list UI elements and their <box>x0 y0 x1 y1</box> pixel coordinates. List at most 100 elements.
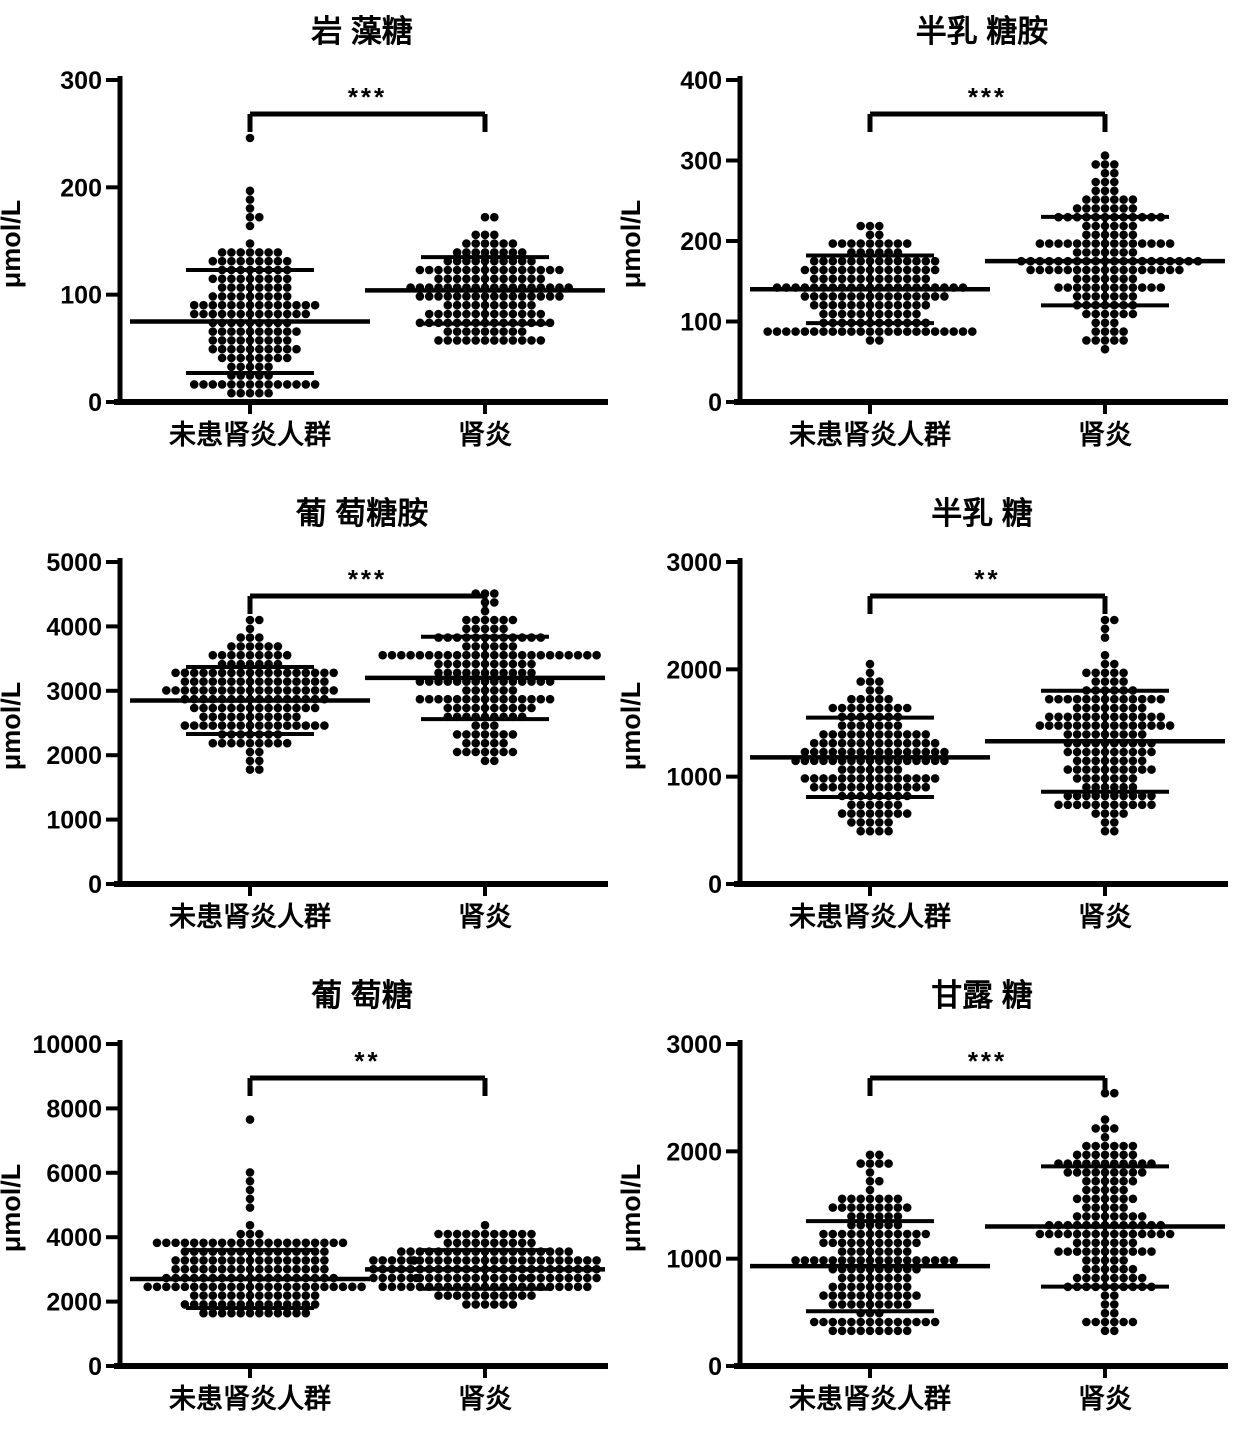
data-dot <box>245 221 255 231</box>
data-dot <box>1110 1185 1119 1195</box>
data-dot <box>545 650 555 660</box>
data-dot <box>434 1256 443 1265</box>
data-dot <box>499 686 508 695</box>
data-dot <box>424 694 434 704</box>
data-dot <box>245 186 255 196</box>
data-dot <box>480 1300 490 1309</box>
data-dot <box>875 1176 884 1186</box>
dot-cluster-0 <box>189 133 320 398</box>
data-dot <box>443 274 453 284</box>
data-dot <box>452 300 462 310</box>
data-dot <box>208 1291 218 1300</box>
data-dot <box>1082 791 1091 801</box>
data-dot <box>517 668 527 678</box>
data-dot <box>856 765 865 774</box>
data-dot <box>208 256 218 266</box>
data-dot <box>264 309 273 319</box>
data-dot <box>968 327 977 336</box>
data-dot <box>893 738 903 748</box>
group-label-0: 未患肾炎人群 <box>169 902 331 932</box>
data-dot <box>264 642 273 651</box>
data-dot <box>592 1256 601 1265</box>
data-dot <box>292 712 301 722</box>
data-dot <box>452 668 462 678</box>
data-dot <box>884 1256 893 1265</box>
data-dot <box>273 256 283 266</box>
data-dot <box>292 721 301 730</box>
data-dot <box>1100 177 1110 187</box>
data-dot <box>809 747 819 757</box>
data-dot <box>1110 791 1119 801</box>
data-dot <box>1091 1238 1100 1248</box>
data-dot <box>264 274 273 284</box>
data-dot <box>1054 712 1063 722</box>
data-dot <box>893 256 903 266</box>
data-dot <box>527 703 536 713</box>
data-dot <box>1128 283 1138 292</box>
error-bar-0 <box>750 1219 990 1314</box>
data-dot <box>1072 204 1082 213</box>
data-dot <box>301 1238 311 1248</box>
data-dot <box>884 239 893 248</box>
data-dot <box>490 589 499 598</box>
data-dot <box>875 782 884 792</box>
data-dot <box>1072 774 1082 783</box>
data-dot <box>555 1256 564 1265</box>
data-dot <box>189 1282 199 1292</box>
data-dot <box>828 239 838 248</box>
data-dot <box>471 615 481 625</box>
data-dot <box>1100 1326 1110 1336</box>
data-dot <box>1128 1247 1138 1256</box>
data-dot <box>452 265 462 275</box>
data-dot <box>236 1238 245 1248</box>
data-dot <box>1082 265 1091 275</box>
data-dot <box>499 265 508 275</box>
data-dot <box>162 1282 171 1292</box>
data-dot <box>1072 791 1082 801</box>
data-dot <box>912 327 921 336</box>
data-dot <box>1072 1273 1082 1283</box>
data-dot <box>517 703 527 713</box>
data-dot <box>902 809 912 818</box>
data-dot <box>236 274 245 284</box>
data-dot <box>865 694 875 704</box>
data-dot <box>893 809 903 818</box>
data-dot <box>893 765 903 774</box>
data-dot <box>902 1273 912 1283</box>
data-dot <box>517 1229 527 1239</box>
group-label-0: 未患肾炎人群 <box>789 902 951 932</box>
data-dot <box>819 730 828 739</box>
data-dot <box>245 624 255 634</box>
data-dot <box>462 624 471 634</box>
data-dot <box>282 353 292 363</box>
data-dot <box>884 782 893 792</box>
data-dot <box>180 1264 190 1274</box>
data-dot <box>856 1326 865 1336</box>
data-dot <box>471 686 481 695</box>
data-dot <box>217 721 227 730</box>
data-dot <box>1110 756 1119 766</box>
data-dot <box>282 721 292 730</box>
data-dot <box>893 1326 903 1336</box>
data-dot <box>893 300 903 310</box>
data-dot <box>865 818 875 827</box>
data-dot <box>1091 703 1100 713</box>
data-dot <box>828 300 838 310</box>
data-dot <box>545 1273 555 1283</box>
data-dot <box>1110 1229 1119 1239</box>
data-dot <box>1128 274 1138 284</box>
data-dot <box>245 1308 255 1318</box>
data-dot <box>921 327 931 336</box>
data-dot <box>227 388 236 398</box>
data-dot <box>930 747 940 757</box>
data-dot <box>264 292 273 301</box>
dot-cluster-0 <box>791 659 949 836</box>
data-dot <box>1119 668 1128 678</box>
data-dot <box>282 686 292 695</box>
data-dot <box>1119 1176 1128 1186</box>
data-dot <box>856 239 865 248</box>
data-dot <box>819 1238 828 1248</box>
data-dot <box>856 292 865 301</box>
data-dot <box>499 239 508 248</box>
data-dot <box>1091 186 1100 196</box>
